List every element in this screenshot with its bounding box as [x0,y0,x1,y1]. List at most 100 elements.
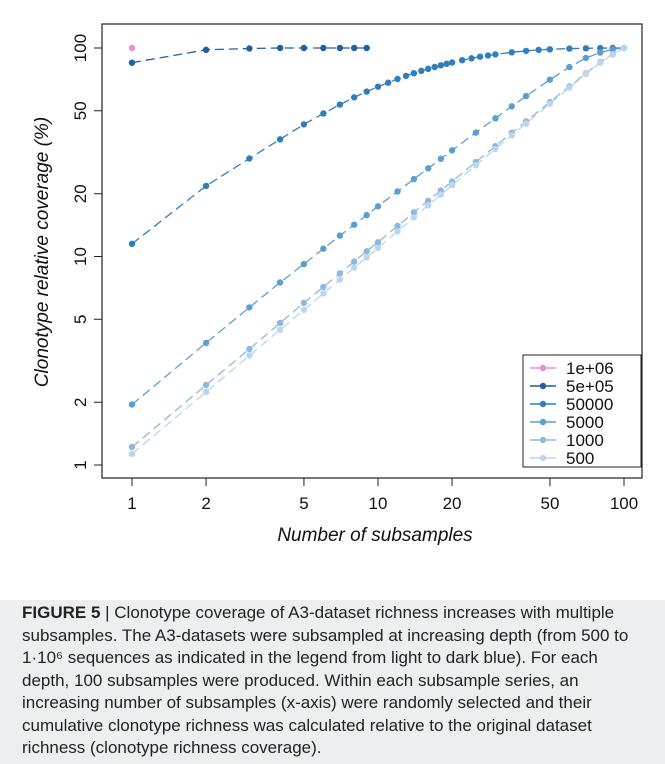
data-point [492,115,499,122]
data-point [336,276,344,283]
data-point [402,72,410,80]
legend-marker [539,382,547,390]
data-point [128,443,136,451]
data-point [336,270,344,277]
data-point [276,136,284,143]
legend-marker [539,364,547,372]
y-tick-label: 20 [71,184,90,203]
data-point [246,304,253,311]
data-point [246,155,253,162]
data-point [363,211,370,219]
legend-marker [539,418,547,426]
data-point [484,52,492,59]
y-tick-label: 50 [71,101,90,120]
series-layer [128,44,628,458]
data-point [276,319,284,327]
x-tick-label: 1 [127,494,136,513]
data-point [374,239,382,246]
x-tick-label: 50 [540,494,559,513]
data-point [410,70,418,77]
data-point [394,75,401,83]
legend-label: 5e+05 [566,377,614,396]
data-point [320,245,327,252]
data-point [492,51,499,58]
data-point [202,182,210,190]
caption-figure-label: FIGURE 5 [22,603,101,622]
data-point [410,175,418,183]
data-point [492,145,499,153]
data-point [246,45,253,52]
data-point [448,59,456,66]
data-point [582,70,590,78]
data-point [374,203,382,210]
x-tick-label: 5 [299,494,308,513]
legend-label: 500 [566,449,594,468]
data-point [320,44,327,52]
data-point [128,240,136,247]
legend-marker [539,436,547,444]
data-point [425,165,432,172]
data-point [276,326,284,333]
data-point [363,44,370,52]
figure-caption: FIGURE 5 | Clonotype coverage of A3-data… [22,602,647,760]
plot-frame [101,23,643,479]
data-point [246,352,253,359]
data-point [522,92,530,100]
data-point [300,299,308,306]
data-point [566,63,573,71]
data-point [566,45,573,52]
data-point [476,53,484,60]
legend-box [522,354,642,468]
data-point [620,44,628,52]
data-point [363,254,370,261]
data-point [418,67,425,75]
data-point [448,181,456,189]
data-point [394,222,401,230]
y-tick-label: 1 [71,460,90,469]
data-point [336,44,344,52]
data-point [336,101,344,108]
x-tick-label: 100 [610,494,638,513]
series-5e+05 [128,44,370,66]
data-point [546,100,554,108]
data-point [546,46,554,53]
data-point [437,191,444,198]
data-point [597,49,604,56]
data-point [472,129,480,136]
data-point [522,47,530,55]
data-point [351,94,358,101]
data-point [300,306,308,313]
data-point [202,339,210,347]
data-point [443,60,450,67]
data-point [546,76,554,83]
data-point [276,279,284,286]
data-point [128,450,136,458]
legend-label: 1000 [566,431,604,450]
data-point [374,244,382,252]
data-point [437,62,444,69]
data-point [202,46,210,53]
data-point [508,103,515,110]
data-point [128,401,136,408]
data-point [459,57,466,64]
legend-label: 5000 [566,413,604,432]
data-point [351,258,358,265]
data-point [276,44,284,52]
data-point [385,79,392,86]
data-point [597,44,604,52]
data-point [128,44,136,52]
data-point [320,290,327,297]
data-point [437,155,444,162]
data-point [394,228,401,235]
legend-label: 1e+06 [566,359,614,378]
caption-text: | Clonotype coverage of A3-dataset richn… [22,603,629,757]
axes-layer: 1 2 5 10 20 50 100 1 2 5 10 20 50 100 [71,34,638,513]
data-point [597,59,604,66]
figure-panel: 1 2 5 10 20 50 100 1 2 5 10 20 50 100 1e+06 5e+05 50000… [0,0,665,600]
data-point [582,45,590,52]
data-point [425,65,432,73]
data-point [566,84,573,91]
legend-marker [539,400,547,408]
series-500 [128,44,628,458]
